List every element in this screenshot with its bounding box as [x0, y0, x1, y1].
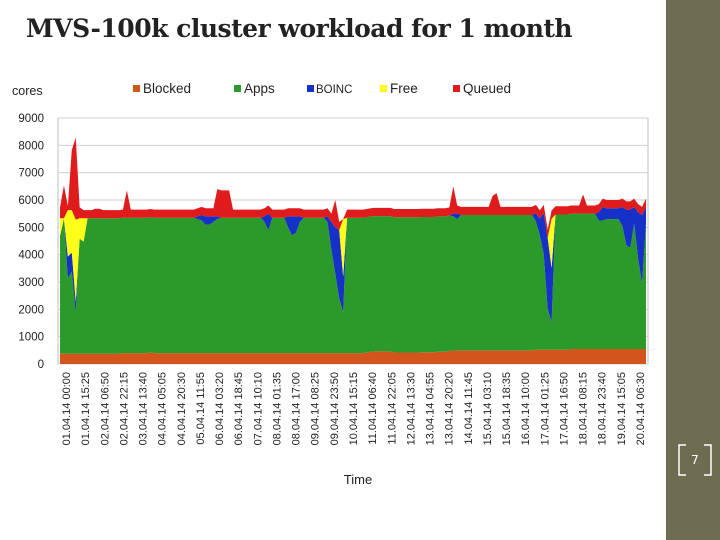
x-tick-label: 16.04.14 10:00	[520, 372, 532, 445]
page-number: 7	[691, 453, 699, 467]
y-tick-label: 2000	[18, 304, 44, 316]
y-tick-label: 6000	[18, 195, 44, 207]
legend-swatch-boinc	[307, 85, 314, 92]
workload-chart: 0 1000 2000 3000 4000 5000 6000 7000 8000 9000 cor…	[12, 81, 649, 487]
x-axis-label: Time	[344, 472, 372, 487]
x-tick-label: 17.04.14 16:50	[558, 372, 570, 445]
series-area-queued	[60, 137, 646, 238]
x-tick-label: 17.04.14 01:25	[539, 372, 551, 445]
series-area-apps	[60, 213, 646, 354]
x-tick-label: 13.04.14 20:20	[444, 372, 456, 445]
x-tick-label: 02.04.14 22:15	[118, 372, 130, 445]
y-axis-label: cores	[12, 84, 43, 98]
x-tick-label: 06.04.14 03:20	[214, 372, 226, 445]
x-tick-label: 01.04.14 00:00	[61, 372, 73, 445]
x-tick-label: 19.04.14 15:05	[616, 372, 628, 445]
y-tick-label: 0	[38, 359, 44, 371]
page-number-badge: 7	[677, 443, 713, 477]
x-tick-label: 15.04.14 18:35	[501, 372, 513, 445]
x-tick-label: 09.04.14 08:25	[310, 372, 322, 445]
legend-swatch-apps	[234, 85, 241, 92]
x-tick-label: 09.04.14 23:50	[329, 372, 341, 445]
x-tick-label: 18.04.14 08:15	[578, 372, 590, 445]
x-tick-label: 07.04.14 10:10	[252, 372, 264, 445]
legend-label-free: Free	[390, 81, 418, 96]
x-tick-label: 08.04.14 17:00	[291, 372, 303, 445]
series-area-blocked	[60, 348, 646, 364]
legend-label-queued: Queued	[463, 81, 511, 96]
slide-title: MVS-100k cluster workload for 1 month	[26, 14, 573, 43]
y-tick-label: 1000	[18, 332, 44, 344]
x-tick-label: 14.04.14 11:45	[463, 372, 475, 445]
x-tick-label: 08.04.14 01:35	[271, 372, 283, 445]
x-tick-label: 18.04.14 23:40	[597, 372, 609, 445]
bracket-frame-icon	[678, 444, 712, 476]
x-tick-label: 06.04.14 18:45	[233, 372, 245, 445]
x-tick-label: 15.04.14 03:10	[482, 372, 494, 445]
y-tick-label: 3000	[18, 277, 44, 289]
legend-label-boinc: BOINC	[316, 84, 352, 96]
x-tick-label: 20.04.14 06:30	[635, 372, 647, 445]
y-tick-label: 5000	[18, 222, 44, 234]
legend-label-apps: Apps	[244, 81, 275, 96]
y-tick-label: 9000	[18, 113, 44, 125]
legend-swatch-blocked	[133, 85, 140, 92]
x-tick-label: 11.04.14 06:40	[367, 372, 379, 445]
x-tick-label: 11.04.14 22:05	[386, 372, 398, 445]
x-tick-label: 04.04.14 05:05	[157, 372, 169, 445]
legend-label-blocked: Blocked	[143, 81, 191, 96]
x-tick-label: 03.04.14 13:40	[138, 372, 150, 445]
y-tick-label: 8000	[18, 140, 44, 152]
x-tick-label: 05.04.14 11:55	[195, 372, 207, 445]
x-tick-label: 04.04.14 20:30	[176, 372, 188, 445]
legend-swatch-free	[380, 85, 387, 92]
y-tick-label: 4000	[18, 250, 44, 262]
x-tick-label: 13.04.14 04:55	[425, 372, 437, 445]
y-tick-label: 7000	[18, 168, 44, 180]
x-tick-label: 12.04.14 13:30	[405, 372, 417, 445]
x-tick-label: 01.04.14 15:25	[80, 372, 92, 445]
legend-swatch-queued	[453, 85, 460, 92]
workload-chart-container: 0 1000 2000 3000 4000 5000 6000 7000 8000 9000 cor…	[2, 72, 664, 488]
x-tick-label: 02.04.14 06:50	[99, 372, 111, 445]
x-tick-label: 10.04.14 15:15	[348, 372, 360, 445]
